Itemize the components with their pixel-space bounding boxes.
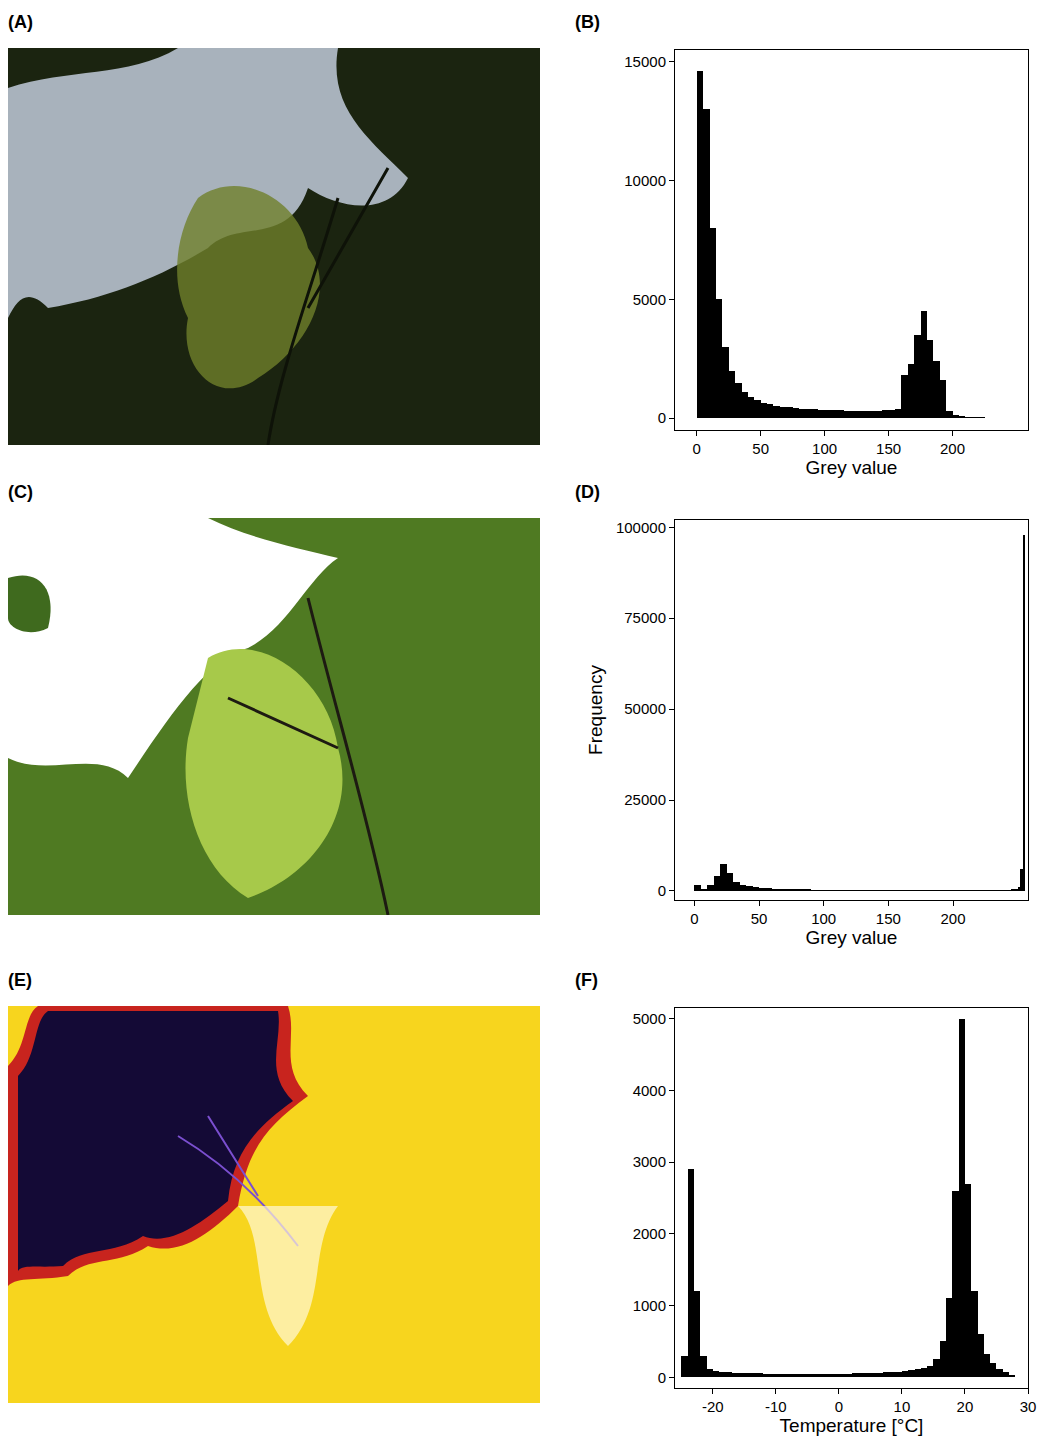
svg-text:100000: 100000 (616, 519, 666, 536)
svg-text:Frequency: Frequency (585, 665, 606, 755)
svg-text:0: 0 (658, 882, 666, 899)
svg-text:30: 30 (1020, 1398, 1037, 1415)
svg-text:200: 200 (940, 910, 965, 927)
svg-text:10: 10 (894, 1398, 911, 1415)
html-text:(C): (C) (8, 482, 33, 502)
svg-text:Grey value: Grey value (806, 457, 898, 478)
svg-text:0: 0 (693, 440, 701, 457)
html-text:(B): (B) (575, 12, 600, 32)
svg-text:75000: 75000 (624, 609, 666, 626)
svg-text:50: 50 (752, 440, 769, 457)
svg-text:100: 100 (811, 910, 836, 927)
svg-text:15000: 15000 (624, 53, 666, 70)
svg-text:20: 20 (957, 1398, 974, 1415)
svg-text:50: 50 (751, 910, 768, 927)
svg-text:150: 150 (876, 910, 901, 927)
svg-text:150: 150 (876, 440, 901, 457)
svg-text:2000: 2000 (633, 1225, 666, 1242)
svg-text:50000: 50000 (624, 700, 666, 717)
html-text:(E): (E) (8, 970, 32, 990)
svg-text:0: 0 (658, 1369, 666, 1386)
svg-text:5000: 5000 (633, 1010, 666, 1027)
html-text:(A): (A) (8, 12, 33, 32)
svg-text:4000: 4000 (633, 1082, 666, 1099)
svg-text:Grey value: Grey value (806, 927, 898, 948)
svg-text:-20: -20 (702, 1398, 724, 1415)
svg-text:5000: 5000 (633, 291, 666, 308)
svg-text:0: 0 (835, 1398, 843, 1415)
svg-text:0: 0 (690, 910, 698, 927)
svg-text:200: 200 (940, 440, 965, 457)
svg-text:0: 0 (658, 409, 666, 426)
svg-text:-10: -10 (765, 1398, 787, 1415)
svg-text:Temperature [°C]: Temperature [°C] (780, 1415, 924, 1436)
html-text:(D): (D) (575, 482, 600, 502)
svg-text:10000: 10000 (624, 172, 666, 189)
svg-text:100: 100 (812, 440, 837, 457)
html-text:(F): (F) (575, 970, 598, 990)
svg-text:1000: 1000 (633, 1297, 666, 1314)
svg-text:3000: 3000 (633, 1153, 666, 1170)
svg-text:25000: 25000 (624, 791, 666, 808)
